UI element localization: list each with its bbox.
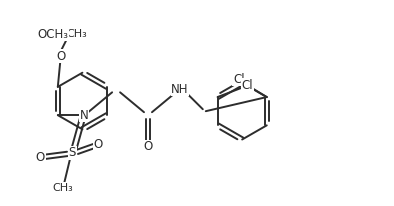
Text: O: O: [93, 138, 103, 151]
Text: CH₃: CH₃: [52, 183, 72, 193]
Text: N: N: [80, 109, 89, 122]
Text: O: O: [36, 151, 45, 164]
Text: O: O: [56, 50, 65, 63]
Text: OCH₃: OCH₃: [37, 28, 68, 41]
Text: CH₃: CH₃: [67, 29, 87, 39]
Text: NH: NH: [171, 83, 189, 96]
Text: S: S: [69, 146, 76, 159]
Text: Cl: Cl: [233, 73, 245, 86]
Text: Cl: Cl: [242, 79, 253, 92]
Text: O: O: [143, 140, 152, 153]
